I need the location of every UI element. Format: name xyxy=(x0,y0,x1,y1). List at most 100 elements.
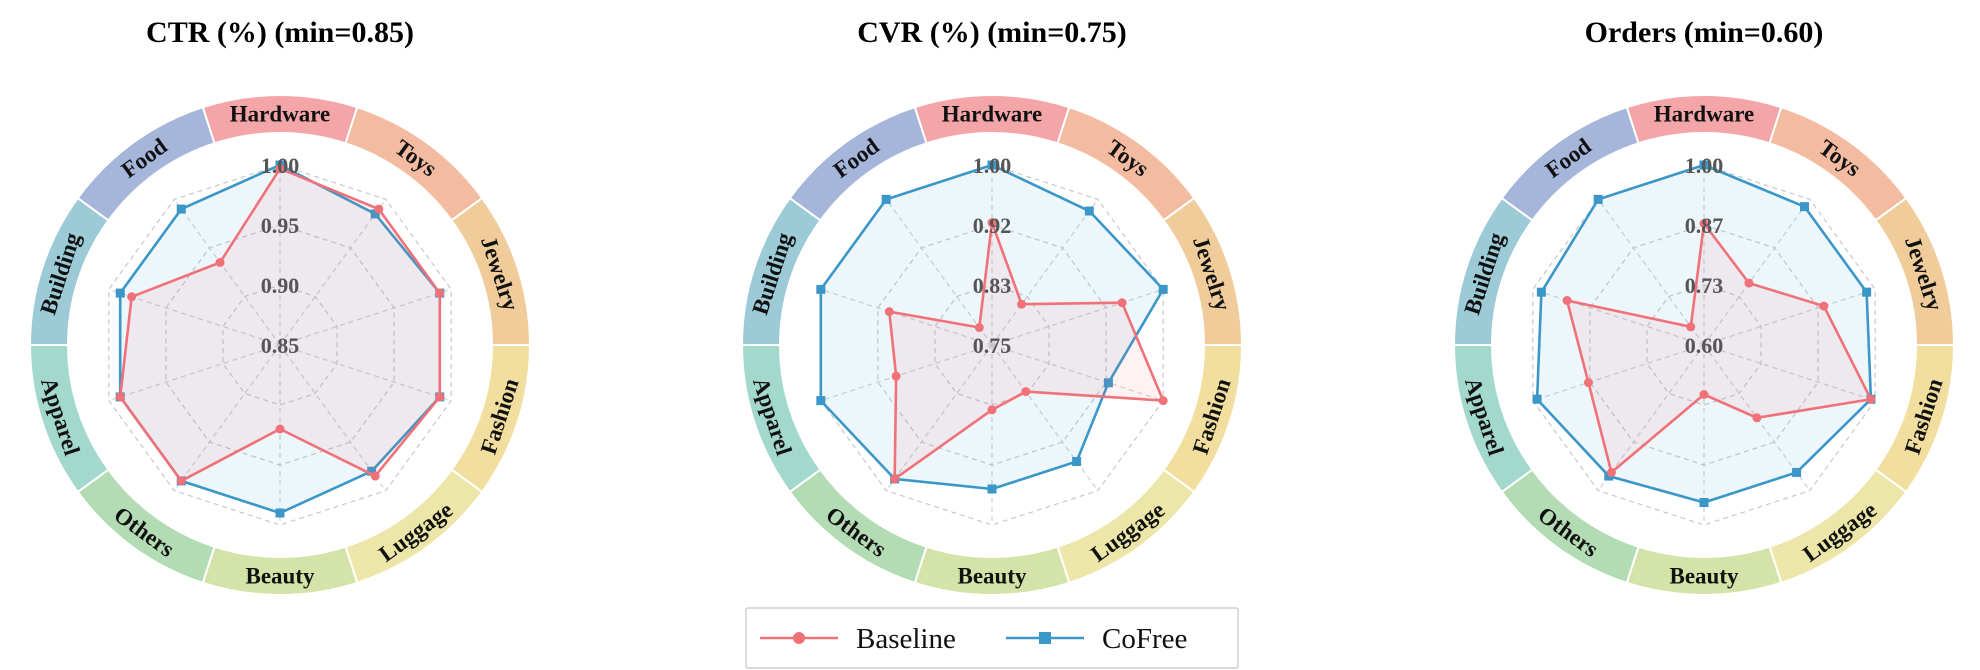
grid-ring xyxy=(1646,284,1762,406)
radial-tick-label: 1.00 xyxy=(1685,153,1724,178)
grid-spoke xyxy=(885,344,993,491)
point-baseline-fashion xyxy=(1158,396,1168,406)
grid-spoke xyxy=(991,344,1099,491)
grid-spoke xyxy=(173,344,281,491)
grid-spoke xyxy=(279,199,387,346)
point-baseline-toys xyxy=(1017,299,1027,309)
point-baseline-hardware xyxy=(1699,219,1709,228)
point-baseline-jewelry xyxy=(435,288,445,298)
series-fill-baseline xyxy=(1567,223,1871,473)
grid-ring xyxy=(222,284,338,406)
grid-spoke xyxy=(991,199,1099,346)
point-baseline-hardware xyxy=(275,164,285,174)
point-cofree-building xyxy=(816,284,826,294)
point-cofree-beauty xyxy=(1699,498,1709,507)
radial-tick-label: 0.90 xyxy=(261,273,300,298)
point-cofree-food xyxy=(881,194,891,204)
panel-title: CTR (%) (min=0.85) xyxy=(146,16,414,49)
legend-label-cofree: CoFree xyxy=(1102,623,1187,655)
grid-spoke xyxy=(1703,199,1811,346)
point-cofree-apparel xyxy=(816,396,826,406)
point-baseline-toys xyxy=(1744,278,1754,288)
point-baseline-others xyxy=(890,474,900,484)
point-cofree-luggage xyxy=(1792,467,1802,477)
point-baseline-jewelry xyxy=(1819,301,1829,311)
radial-tick-label: 0.83 xyxy=(973,273,1012,298)
point-baseline-fashion xyxy=(435,392,445,402)
point-baseline-fashion xyxy=(1866,394,1876,404)
point-baseline-apparel xyxy=(1583,378,1593,388)
radial-tick-label: 1.00 xyxy=(261,153,300,178)
grid-spoke xyxy=(1532,344,1705,402)
panel-title: Orders (min=0.60) xyxy=(1585,16,1824,49)
grid-spoke xyxy=(108,344,281,402)
grid-spoke xyxy=(991,288,1164,346)
legend-box xyxy=(745,607,1239,669)
category-label: Hardware xyxy=(1654,102,1755,127)
point-baseline-beauty xyxy=(1699,390,1709,399)
point-baseline-hardware xyxy=(987,218,997,228)
series-fill-baseline xyxy=(889,222,1164,479)
radial-tick-label: 0.75 xyxy=(973,333,1012,358)
point-cofree-toys xyxy=(1800,202,1810,212)
point-cofree-food xyxy=(176,204,186,214)
grid-spoke xyxy=(1703,288,1876,346)
grid-spoke xyxy=(279,344,387,491)
point-baseline-jewelry xyxy=(1117,298,1127,308)
legend-label-baseline: Baseline xyxy=(856,623,956,655)
point-baseline-luggage xyxy=(370,471,380,481)
point-baseline-food xyxy=(215,257,225,267)
point-baseline-food xyxy=(1686,322,1696,332)
radar-panel-3: Orders (min=0.60)HardwareToysJewelryFash… xyxy=(1452,16,1956,596)
legend-marker-baseline xyxy=(793,632,805,644)
radial-tick-label: 0.95 xyxy=(261,213,300,238)
category-label: Hardware xyxy=(230,102,331,127)
point-baseline-building xyxy=(127,292,137,302)
point-baseline-apparel xyxy=(115,392,125,402)
legend-marker-cofree xyxy=(1039,632,1051,644)
grid-spoke xyxy=(885,199,993,346)
radial-tick-label: 1.00 xyxy=(973,153,1012,178)
point-baseline-apparel xyxy=(891,371,901,381)
point-cofree-jewelry xyxy=(1862,287,1872,297)
grid-spoke xyxy=(820,288,993,346)
grid-spoke xyxy=(1532,288,1705,346)
radial-tick-label: 0.73 xyxy=(1685,273,1724,298)
grid-spoke xyxy=(173,199,281,346)
grid-spoke xyxy=(991,344,1164,402)
point-baseline-beauty xyxy=(987,405,997,415)
category-band-food xyxy=(788,105,928,222)
category-label: Hardware xyxy=(942,102,1043,127)
series-fill-cofree xyxy=(820,165,1164,489)
point-cofree-apparel xyxy=(1532,394,1542,404)
grid-spoke xyxy=(1703,344,1876,402)
point-cofree-beauty xyxy=(275,508,285,518)
point-cofree-building xyxy=(1536,287,1546,297)
point-cofree-food xyxy=(1593,194,1603,204)
grid-spoke xyxy=(108,288,281,346)
point-baseline-others xyxy=(1606,467,1616,477)
point-cofree-hardware xyxy=(1699,160,1709,170)
point-cofree-others xyxy=(1604,471,1614,481)
series-fill-baseline xyxy=(120,168,440,481)
point-cofree-luggage xyxy=(1072,456,1082,466)
point-baseline-toys xyxy=(374,204,384,214)
radial-tick-label: 0.87 xyxy=(1685,213,1724,238)
radial-tick-label: 0.60 xyxy=(1685,333,1724,358)
point-cofree-toys xyxy=(1084,206,1094,216)
grid-spoke xyxy=(1597,199,1705,346)
panel-title: CVR (%) (min=0.75) xyxy=(857,16,1127,49)
point-baseline-others xyxy=(176,476,186,486)
point-baseline-building xyxy=(884,307,894,317)
series-fill-cofree xyxy=(1537,165,1871,503)
point-baseline-food xyxy=(974,323,984,333)
radial-tick-label: 0.92 xyxy=(973,213,1012,238)
category-label: Beauty xyxy=(246,564,316,589)
legend: Baseline CoFree xyxy=(745,607,1239,669)
grid-spoke xyxy=(279,344,452,402)
grid-ring xyxy=(1532,164,1876,526)
category-label: Beauty xyxy=(1670,564,1740,589)
grid-ring xyxy=(108,164,452,526)
category-label: Beauty xyxy=(958,564,1028,589)
